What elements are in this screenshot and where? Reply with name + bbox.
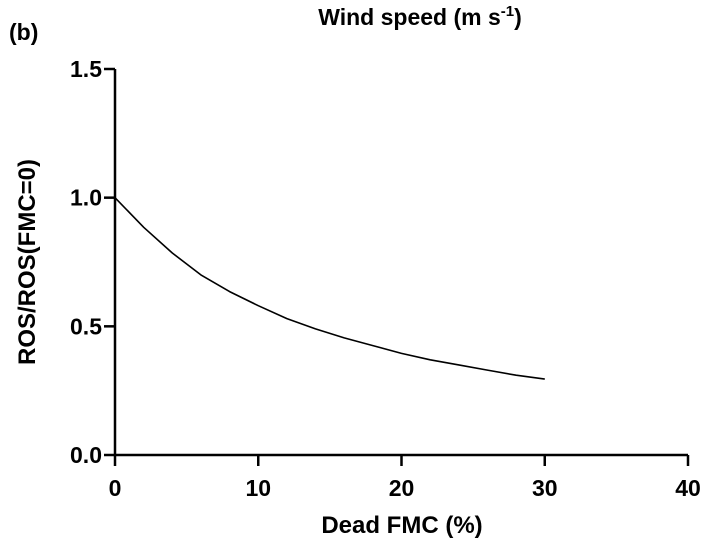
series-line [114, 197, 545, 380]
y-axis-label: ROS/ROS(FMC=0) [14, 159, 41, 365]
chart-title: Wind speed (m s-1) [318, 3, 522, 30]
chart-title-suffix: ) [514, 4, 522, 30]
x-tick-label: 40 [675, 475, 701, 501]
ticks: 0 10 20 30 40 0.0 0.5 1.0 1.5 [70, 56, 701, 501]
x-tick-label: 0 [109, 475, 122, 501]
x-axis-label: Dead FMC (%) [321, 512, 482, 539]
chart-title-superscript: -1 [501, 3, 514, 20]
y-tick-label: 0.5 [70, 313, 102, 339]
x-tick-label: 10 [245, 475, 271, 501]
x-tick-label: 20 [389, 475, 415, 501]
axes [113, 69, 688, 457]
series-group [114, 197, 545, 380]
y-tick-label: 1.0 [70, 185, 102, 211]
x-tick-label: 30 [532, 475, 558, 501]
panel-label: (b) [9, 19, 38, 45]
y-tick-label: 0.0 [70, 442, 102, 468]
y-tick-label: 1.5 [70, 56, 102, 82]
